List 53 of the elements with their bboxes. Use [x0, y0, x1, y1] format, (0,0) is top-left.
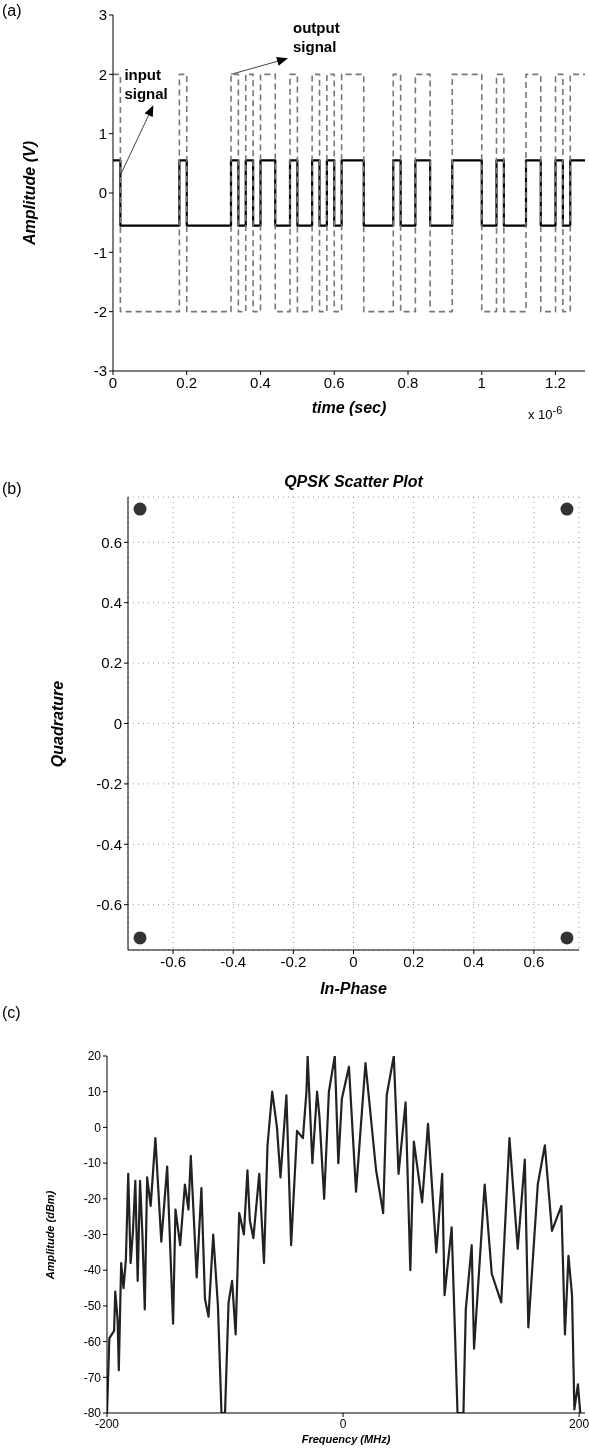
x-tick-label: -0.4 [220, 952, 247, 970]
y-tick-label: 10 [87, 1084, 102, 1099]
y-tick-label: -60 [83, 1334, 102, 1349]
x-tick-label: -0.6 [160, 952, 187, 970]
x-tick-label: 1.2 [545, 373, 566, 391]
y-tick-label: -0.2 [96, 775, 122, 793]
y-tick-label: -50 [83, 1299, 102, 1314]
y-tick-label: 0 [94, 1120, 102, 1135]
y-tick-label: -3 [93, 362, 107, 380]
x-tick-label: 1 [477, 373, 486, 391]
y-tick-label: 0 [113, 714, 122, 732]
x-tick-label: 200 [569, 1416, 589, 1431]
y-tick-label: -2 [93, 302, 107, 320]
y-tick-label: -0.4 [96, 835, 122, 853]
y-tick-label: 0.4 [101, 594, 122, 612]
y-tick-label: -70 [83, 1370, 102, 1385]
text: (b) [2, 480, 22, 498]
y-tick-label: 0.6 [101, 533, 122, 551]
annotation: input signal [124, 65, 169, 104]
y-tick-label: -40 [83, 1263, 102, 1278]
x-axis-title: Frequency (MHz) [300, 1433, 392, 1445]
x-tick-label: -0.2 [280, 952, 307, 970]
y-tick-label: -20 [83, 1192, 102, 1207]
x-tick-label: 0.4 [463, 952, 485, 970]
chart-title: QPSK Scatter Plot [283, 473, 425, 491]
text: (c) [2, 1004, 21, 1022]
y-tick-label: 20 [87, 1049, 102, 1064]
y-axis-title: Amplitude (V) [21, 141, 39, 245]
y-tick-label: -10 [83, 1156, 102, 1171]
y-axis-title: Quadrature [49, 680, 67, 767]
annotation: output signal [293, 18, 341, 57]
x-tick-label: 0.6 [523, 952, 545, 970]
y-tick-label: -0.6 [96, 896, 122, 914]
x-tick-label: 0.6 [323, 373, 345, 391]
x-tick-label: 0 [349, 952, 358, 970]
x-tick-label: -200 [94, 1416, 120, 1431]
y-tick-label: -30 [83, 1227, 102, 1242]
text: (a) [2, 2, 22, 20]
y-tick-label: 1 [98, 124, 107, 142]
y-tick-label: 3 [98, 6, 107, 24]
x-axis-title: In-Phase [319, 980, 388, 998]
x-tick-label: 0.4 [250, 373, 271, 391]
y-tick-label: -1 [93, 243, 107, 261]
y-axis-title: Amplitude (dBm) [44, 1190, 56, 1279]
x-tick-label: 0.2 [176, 373, 198, 391]
y-tick-label: 2 [98, 65, 107, 83]
x-axis-title: time (sec) [311, 399, 387, 416]
x-tick-label: 0 [339, 1416, 347, 1431]
x-tick-label: 0.8 [397, 373, 419, 391]
y-tick-label: 0 [98, 184, 107, 202]
y-tick-label: 0.2 [101, 654, 122, 672]
text: x 10$^{-6}$ [528, 404, 563, 423]
x-tick-label: 0.2 [403, 952, 425, 970]
